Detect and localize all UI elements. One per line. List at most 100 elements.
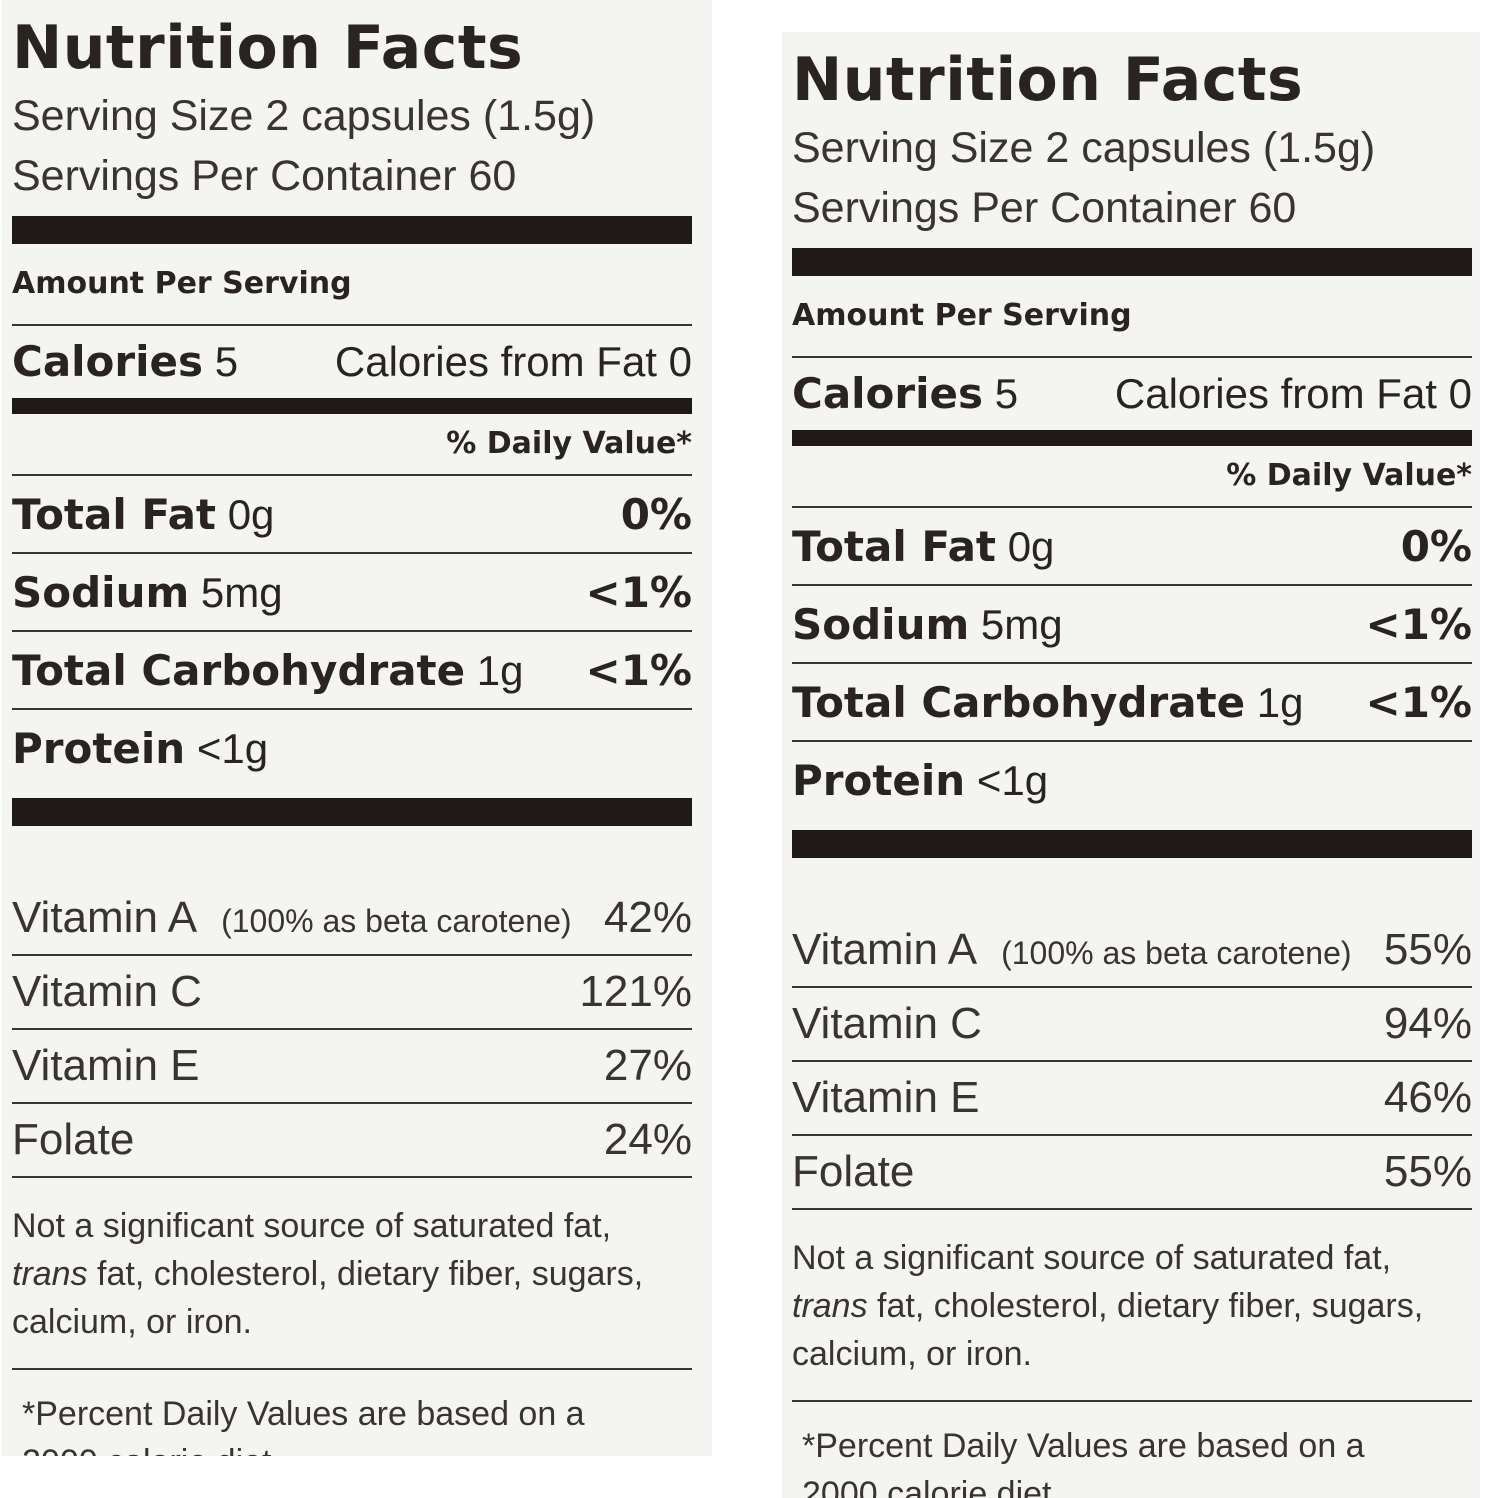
vitamin-dv: 55% — [1383, 1147, 1472, 1196]
nutrient-row-protein: Protein <1g — [792, 742, 1472, 818]
divider — [12, 552, 692, 554]
nutrient-name: Sodium — [12, 567, 190, 617]
vitamin-row-vitamin-e: Vitamin E 27% — [12, 1030, 692, 1102]
vitamin-row-vitamin-a: Vitamin A (100% as beta carotene) 55% — [792, 914, 1472, 986]
vitamin-row-vitamin-a: Vitamin A (100% as beta carotene) 42% — [12, 882, 692, 954]
thick-divider — [792, 830, 1472, 858]
percent-daily-value-note: *Percent Daily Values are based on a 200… — [802, 1427, 1365, 1498]
vitamin-name: Vitamin A — [792, 925, 978, 974]
nutrient-dv: <1% — [1365, 599, 1473, 649]
nutrient-row-protein: Protein <1g — [12, 710, 692, 786]
calories-label: Calories — [12, 337, 204, 386]
nutrition-label-right: Nutrition Facts Serving Size 2 capsules … — [782, 32, 1480, 1498]
vitamin-dv: 55% — [1383, 925, 1472, 974]
not-significant-note: Not a significant source of saturated fa… — [792, 1239, 1424, 1373]
servings-per-container: Servings Per Container 60 — [12, 152, 517, 200]
nutrient-row-total-carbohydrate: Total Carbohydrate 1g <1% — [792, 664, 1472, 740]
divider — [12, 474, 692, 476]
percent-daily-value-note: *Percent Daily Values are based on a 200… — [22, 1395, 585, 1456]
vitamin-name: Vitamin E — [792, 1073, 980, 1122]
vitamin-row-vitamin-e: Vitamin E 46% — [792, 1062, 1472, 1134]
calories-from-fat: Calories from Fat 0 — [334, 338, 692, 385]
vitamin-dv: 27% — [603, 1041, 692, 1090]
vitamin-dv: 42% — [603, 893, 692, 942]
nutrient-row-total-carbohydrate: Total Carbohydrate 1g <1% — [12, 632, 692, 708]
daily-value-header: % Daily Value* — [1226, 458, 1472, 493]
vitamin-name: Folate — [792, 1147, 915, 1196]
divider — [12, 630, 692, 632]
medium-divider — [12, 398, 692, 414]
thick-divider — [792, 248, 1472, 276]
divider — [12, 1176, 692, 1178]
label-content: Nutrition Facts Serving Size 2 capsules … — [792, 50, 1472, 1498]
nutrient-dv: 0% — [1400, 521, 1472, 571]
calories-row: Calories 5 Calories from Fat 0 — [12, 326, 692, 398]
nutrient-amount: 1g — [1256, 678, 1304, 726]
divider — [792, 584, 1472, 586]
daily-value-header: % Daily Value* — [446, 426, 692, 461]
nutrient-row-sodium: Sodium 5mg <1% — [792, 586, 1472, 662]
nutrient-row-total-fat: Total Fat 0g 0% — [792, 508, 1472, 584]
nutrition-label-left: Nutrition Facts Serving Size 2 capsules … — [2, 0, 712, 1456]
vitamin-dv: 121% — [579, 967, 692, 1016]
not-significant-note: Not a significant source of saturated fa… — [12, 1207, 644, 1341]
nutrient-amount: 0g — [1007, 522, 1055, 570]
divider — [792, 1134, 1472, 1136]
vitamin-name: Vitamin C — [12, 967, 202, 1016]
nutrient-name: Sodium — [792, 599, 970, 649]
divider — [792, 1208, 1472, 1210]
divider — [12, 324, 692, 326]
divider — [12, 954, 692, 956]
nutrient-row-total-fat: Total Fat 0g 0% — [12, 476, 692, 552]
divider — [792, 1060, 1472, 1062]
vitamin-dv: 24% — [603, 1115, 692, 1164]
thick-divider — [12, 798, 692, 826]
vitamin-note: (100% as beta carotene) — [1001, 935, 1352, 971]
divider — [792, 986, 1472, 988]
calories-value: 5 — [214, 338, 239, 385]
vitamin-dv: 94% — [1383, 999, 1472, 1048]
vitamin-row-vitamin-c: Vitamin C 121% — [12, 956, 692, 1028]
nutrient-amount: 5mg — [200, 568, 283, 616]
nutrient-name: Protein — [12, 723, 186, 773]
divider — [792, 1400, 1472, 1402]
vitamin-name: Vitamin C — [792, 999, 982, 1048]
calories-from-fat: Calories from Fat 0 — [1114, 370, 1472, 417]
vitamin-name: Folate — [12, 1115, 135, 1164]
vitamin-row-vitamin-c: Vitamin C 94% — [792, 988, 1472, 1060]
nutrient-amount: 5mg — [980, 600, 1063, 648]
vitamin-name: Vitamin A — [12, 893, 198, 942]
nutrient-amount: <1g — [976, 756, 1049, 804]
serving-size: Serving Size 2 capsules (1.5g) — [12, 92, 596, 140]
vitamin-note: (100% as beta carotene) — [221, 903, 572, 939]
divider — [12, 1368, 692, 1370]
divider — [12, 1028, 692, 1030]
nutrient-name: Total Carbohydrate — [12, 645, 466, 695]
vitamin-row-folate: Folate 24% — [12, 1104, 692, 1176]
vitamin-dv: 46% — [1383, 1073, 1472, 1122]
vitamin-name: Vitamin E — [12, 1041, 200, 1090]
nutrient-name: Total Carbohydrate — [792, 677, 1246, 727]
nutrient-row-sodium: Sodium 5mg <1% — [12, 554, 692, 630]
nutrient-name: Protein — [792, 755, 966, 805]
divider — [792, 506, 1472, 508]
divider — [12, 1102, 692, 1104]
nutrient-dv: <1% — [585, 645, 693, 695]
nutrient-dv: <1% — [585, 567, 693, 617]
amount-per-serving: Amount Per Serving — [792, 298, 1132, 333]
serving-size: Serving Size 2 capsules (1.5g) — [792, 124, 1376, 172]
divider — [792, 662, 1472, 664]
label-title: Nutrition Facts — [792, 45, 1304, 115]
amount-per-serving: Amount Per Serving — [12, 266, 352, 301]
nutrient-amount: 1g — [476, 646, 524, 694]
label-content: Nutrition Facts Serving Size 2 capsules … — [12, 18, 692, 1456]
thick-divider — [12, 216, 692, 244]
calories-label: Calories — [792, 369, 984, 418]
servings-per-container: Servings Per Container 60 — [792, 184, 1297, 232]
medium-divider — [792, 430, 1472, 446]
nutrient-name: Total Fat — [792, 521, 997, 571]
divider — [12, 708, 692, 710]
vitamin-row-folate: Folate 55% — [792, 1136, 1472, 1208]
nutrient-amount: <1g — [196, 724, 269, 772]
calories-row: Calories 5 Calories from Fat 0 — [792, 358, 1472, 430]
